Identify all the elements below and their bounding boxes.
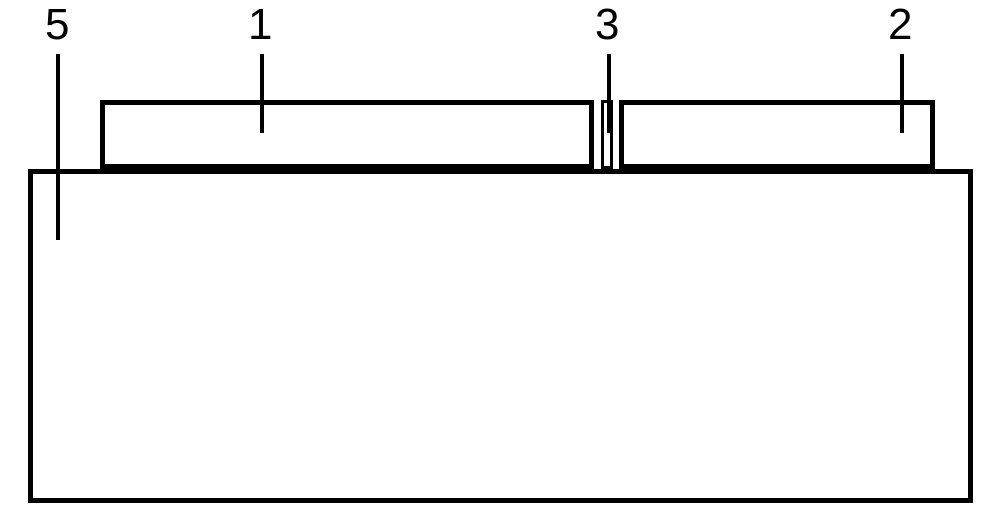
callout-line-5	[56, 54, 60, 240]
callout-line-3	[607, 54, 611, 133]
label-3: 3	[595, 0, 619, 50]
diagram-container: 5 1 3 2	[0, 0, 1000, 518]
label-2: 2	[888, 0, 912, 50]
substrate-rect	[28, 169, 973, 503]
callout-line-1	[260, 54, 264, 133]
block-right-rect	[619, 100, 935, 169]
callout-line-2	[900, 54, 904, 133]
block-left-rect	[100, 100, 594, 169]
label-5: 5	[45, 0, 69, 50]
label-1: 1	[248, 0, 272, 50]
